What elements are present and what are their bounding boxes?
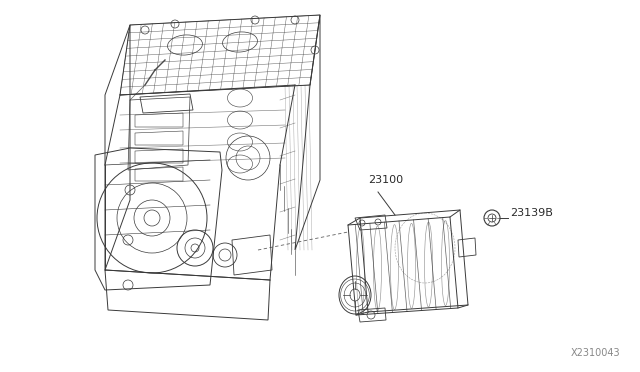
Text: 23139B: 23139B [510,208,553,218]
Text: 23100: 23100 [368,175,403,185]
Text: X2310043: X2310043 [570,348,620,358]
